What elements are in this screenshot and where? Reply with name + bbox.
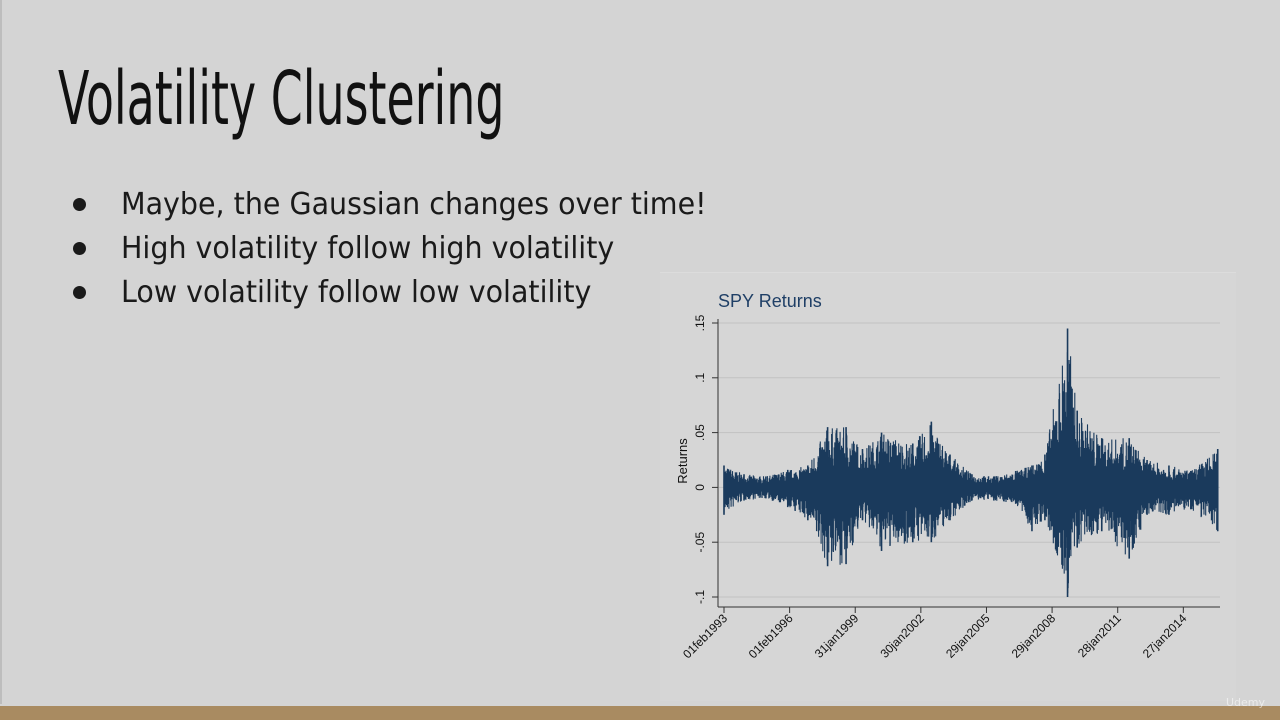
bullet-text: Maybe, the Gaussian changes over time! bbox=[121, 186, 707, 222]
y-tick-label: .1 bbox=[693, 372, 707, 382]
spy-returns-chart: SPY Returns Returns -.1 -.05 0 .05 .1 .15 01fe… bbox=[675, 291, 1220, 661]
y-tick-label: -.05 bbox=[693, 532, 707, 553]
x-tick-label: 01feb1993 bbox=[680, 611, 730, 661]
bullet-text: High volatility follow high volatility bbox=[121, 230, 615, 266]
y-tick-label: .15 bbox=[693, 314, 707, 331]
chart-title: SPY Returns bbox=[718, 291, 822, 311]
chart-panel: SPY Returns Returns -.1 -.05 0 .05 .1 .15 01fe… bbox=[660, 272, 1236, 701]
slide-frame bbox=[0, 0, 2, 704]
x-tick-label: 29jan2008 bbox=[1009, 611, 1059, 661]
series-returns bbox=[723, 328, 1219, 597]
bullet-icon bbox=[73, 241, 86, 255]
bullet-item: High volatility follow high volatility bbox=[68, 226, 737, 270]
y-axis-label: Returns bbox=[675, 438, 690, 484]
y-tick-label: -.1 bbox=[693, 590, 707, 604]
y-tick-label: .05 bbox=[693, 424, 707, 441]
x-tick-label: 28jan2011 bbox=[1075, 611, 1124, 660]
y-tick-label: 0 bbox=[693, 484, 707, 491]
x-tick-label: 01feb1996 bbox=[746, 611, 796, 661]
slide-title: Volatility Clustering bbox=[58, 56, 505, 142]
bullet-icon bbox=[73, 285, 86, 299]
bullet-icon bbox=[73, 197, 86, 211]
x-tick-label: 29jan2005 bbox=[943, 611, 993, 661]
x-tick-label: 27jan2014 bbox=[1140, 611, 1190, 661]
bottom-bar bbox=[0, 706, 1280, 720]
bullet-text: Low volatility follow low volatility bbox=[121, 274, 592, 310]
axes bbox=[712, 319, 1220, 613]
returns-trace bbox=[723, 352, 1219, 594]
x-tick-label: 31jan1999 bbox=[812, 611, 862, 661]
udemy-watermark: Udemy bbox=[1226, 696, 1266, 709]
bullet-list: Maybe, the Gaussian changes over time! H… bbox=[68, 182, 737, 314]
x-tick-label: 30jan2002 bbox=[877, 611, 927, 661]
bullet-item: Maybe, the Gaussian changes over time! bbox=[68, 182, 737, 226]
bullet-item: Low volatility follow low volatility bbox=[68, 270, 737, 314]
